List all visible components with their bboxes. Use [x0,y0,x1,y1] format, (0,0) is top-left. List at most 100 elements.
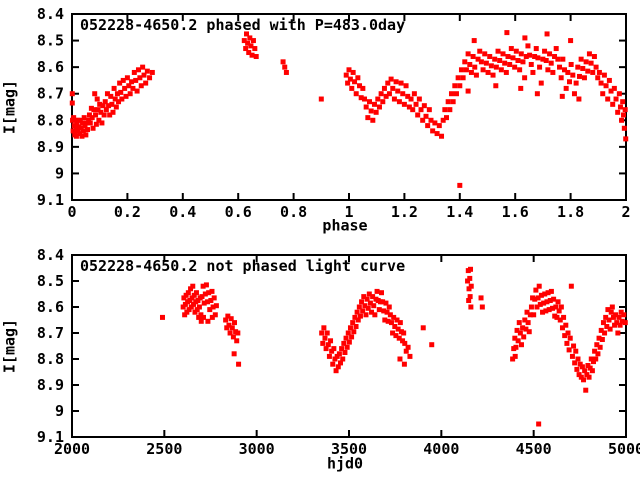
data-point [436,123,442,129]
data-point [583,59,589,65]
data-point [619,117,625,123]
x-tick-label: 0.6 [225,203,252,221]
data-point [555,56,561,62]
x-tick-label: 0.4 [169,203,196,221]
data-point [282,64,288,70]
data-point [605,96,611,102]
data-point [468,69,474,75]
data-point [343,72,349,78]
data-point [232,320,238,326]
x-tick-label: 0.2 [114,203,141,221]
data-point [209,288,215,294]
data-point [350,320,356,326]
scatter-points [159,266,628,427]
data-point [340,356,346,362]
data-point [466,298,472,303]
data-point [540,56,546,62]
data-point [557,317,563,323]
data-point [370,294,376,300]
data-point [196,304,202,310]
data-point [498,67,504,73]
data-point [322,335,328,341]
data-point [559,325,565,331]
data-point [330,361,336,367]
data-point [420,325,426,331]
data-point [507,61,513,67]
data-point [566,347,572,353]
data-point [413,101,419,107]
data-point [368,108,374,114]
data-point [224,325,230,331]
phased-plot-title: 052228-4650.2 phased with P=483.0day [80,16,406,34]
data-point [200,283,206,289]
data-point [575,356,581,362]
data-point [573,80,579,86]
data-point [485,69,491,75]
data-point [253,54,259,60]
data-point [465,51,471,57]
phased-chart-canvas: 0 0.2 0.4 0.6 0.8 1 1.2 1.4 1.6 1.8 2 8.4 8.5 8.6 8.7 8… [37,5,631,221]
data-point [85,127,91,133]
data-point [359,299,365,305]
data-point [610,314,616,320]
data-point [138,83,144,89]
data-point [537,64,543,70]
data-point [478,59,484,65]
data-point [367,300,373,306]
data-point [406,104,412,110]
data-point [488,63,494,69]
data-point [528,304,534,310]
data-point [352,314,358,320]
data-point [206,290,212,296]
x-tick-label: 1.2 [391,203,418,221]
data-point [405,93,411,99]
data-point [568,61,574,67]
data-point [119,96,125,102]
data-point [393,79,399,85]
data-point [370,117,376,123]
data-point [513,344,519,350]
data-point [472,64,478,70]
data-point [335,364,341,370]
data-point [525,43,531,49]
data-point [445,99,451,105]
data-point [408,96,414,102]
data-point [130,85,136,91]
data-point [213,303,219,309]
data-point [393,333,399,339]
data-point [622,320,628,326]
data-point [385,80,391,86]
data-point [460,75,466,81]
data-point [465,278,471,284]
data-point [434,131,440,137]
data-point [514,327,520,333]
data-point [543,308,549,314]
x-tick-label: 1.8 [557,203,584,221]
raw-chart-canvas: 2000 2500 3000 3500 4000 4500 5000 8.4 8.5 8.6 8.7… [37,246,640,458]
data-point [400,91,406,97]
data-point [608,309,614,315]
data-point [440,117,446,123]
data-point [144,68,150,74]
data-point [244,31,250,37]
data-point [588,356,594,362]
data-point [522,35,528,41]
data-point [351,329,357,335]
data-point [560,56,566,62]
data-point [415,112,421,118]
data-point [544,31,550,37]
data-point [590,69,596,75]
data-point [568,283,574,289]
axis-ticks-and-labels: 2000 2500 3000 3500 4000 4500 5000 8.4 8.5 8.6 8.7… [37,246,640,458]
data-point [614,320,620,326]
data-point [503,69,509,75]
data-point [361,294,367,300]
data-point [616,91,622,97]
data-point [462,59,468,65]
data-point [518,51,524,57]
data-point [208,298,214,303]
data-point [594,342,600,348]
data-point [147,75,153,81]
data-point [92,91,98,97]
data-point [353,324,359,329]
